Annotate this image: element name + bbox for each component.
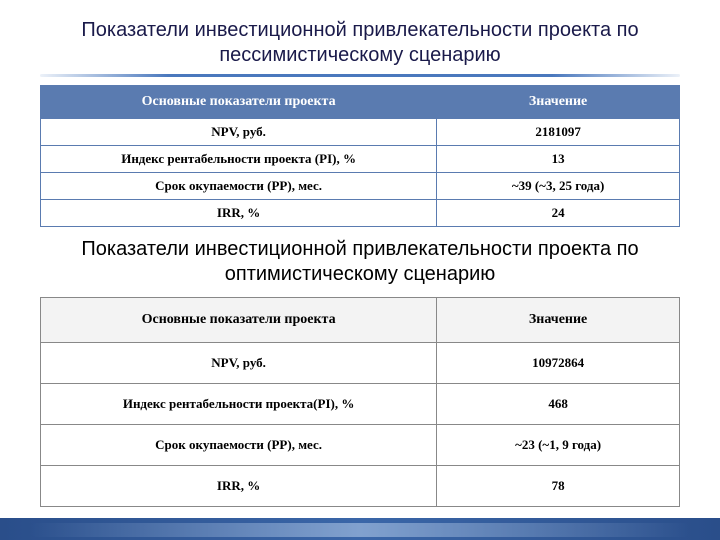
footer-highlight xyxy=(30,523,690,537)
title-pessimistic: Показатели инвестиционной привлекательно… xyxy=(0,0,720,74)
table-header-row: Основные показатели проекта Значение xyxy=(41,86,680,119)
cell-indicator: IRR, % xyxy=(41,200,437,227)
footer-bar xyxy=(0,518,720,540)
table-pessimistic: Основные показатели проекта Значение NPV… xyxy=(40,85,680,227)
cell-value: 10972864 xyxy=(437,343,680,384)
table-row: Срок окупаемости (PP), мес. ~23 (~1, 9 г… xyxy=(41,425,680,466)
table-row: IRR, % 24 xyxy=(41,200,680,227)
cell-value: 78 xyxy=(437,466,680,507)
table-row: Индекс рентабельности проекта(PI), % 468 xyxy=(41,384,680,425)
col-header-indicator: Основные показатели проекта xyxy=(41,86,437,119)
cell-indicator: NPV, руб. xyxy=(41,343,437,384)
cell-value: ~23 (~1, 9 года) xyxy=(437,425,680,466)
table-row: Срок окупаемости (PP), мес. ~39 (~3, 25 … xyxy=(41,173,680,200)
cell-value: 468 xyxy=(437,384,680,425)
cell-indicator: Срок окупаемости (PP), мес. xyxy=(41,425,437,466)
cell-indicator: Индекс рентабельности проекта (PI), % xyxy=(41,146,437,173)
cell-indicator: NPV, руб. xyxy=(41,119,437,146)
col-header-value: Значение xyxy=(437,298,680,343)
table-row: Индекс рентабельности проекта (PI), % 13 xyxy=(41,146,680,173)
cell-value: 2181097 xyxy=(437,119,680,146)
title-optimistic: Показатели инвестиционной привлекательно… xyxy=(0,227,720,297)
cell-value: ~39 (~3, 25 года) xyxy=(437,173,680,200)
cell-value: 13 xyxy=(437,146,680,173)
cell-value: 24 xyxy=(437,200,680,227)
slide: Показатели инвестиционной привлекательно… xyxy=(0,0,720,540)
table-optimistic: Основные показатели проекта Значение NPV… xyxy=(40,297,680,507)
cell-indicator: Срок окупаемости (PP), мес. xyxy=(41,173,437,200)
cell-indicator: Индекс рентабельности проекта(PI), % xyxy=(41,384,437,425)
col-header-value: Значение xyxy=(437,86,680,119)
table-row: NPV, руб. 2181097 xyxy=(41,119,680,146)
accent-line xyxy=(40,74,680,77)
col-header-indicator: Основные показатели проекта xyxy=(41,298,437,343)
table-row: IRR, % 78 xyxy=(41,466,680,507)
table-row: NPV, руб. 10972864 xyxy=(41,343,680,384)
cell-indicator: IRR, % xyxy=(41,466,437,507)
table-header-row: Основные показатели проекта Значение xyxy=(41,298,680,343)
